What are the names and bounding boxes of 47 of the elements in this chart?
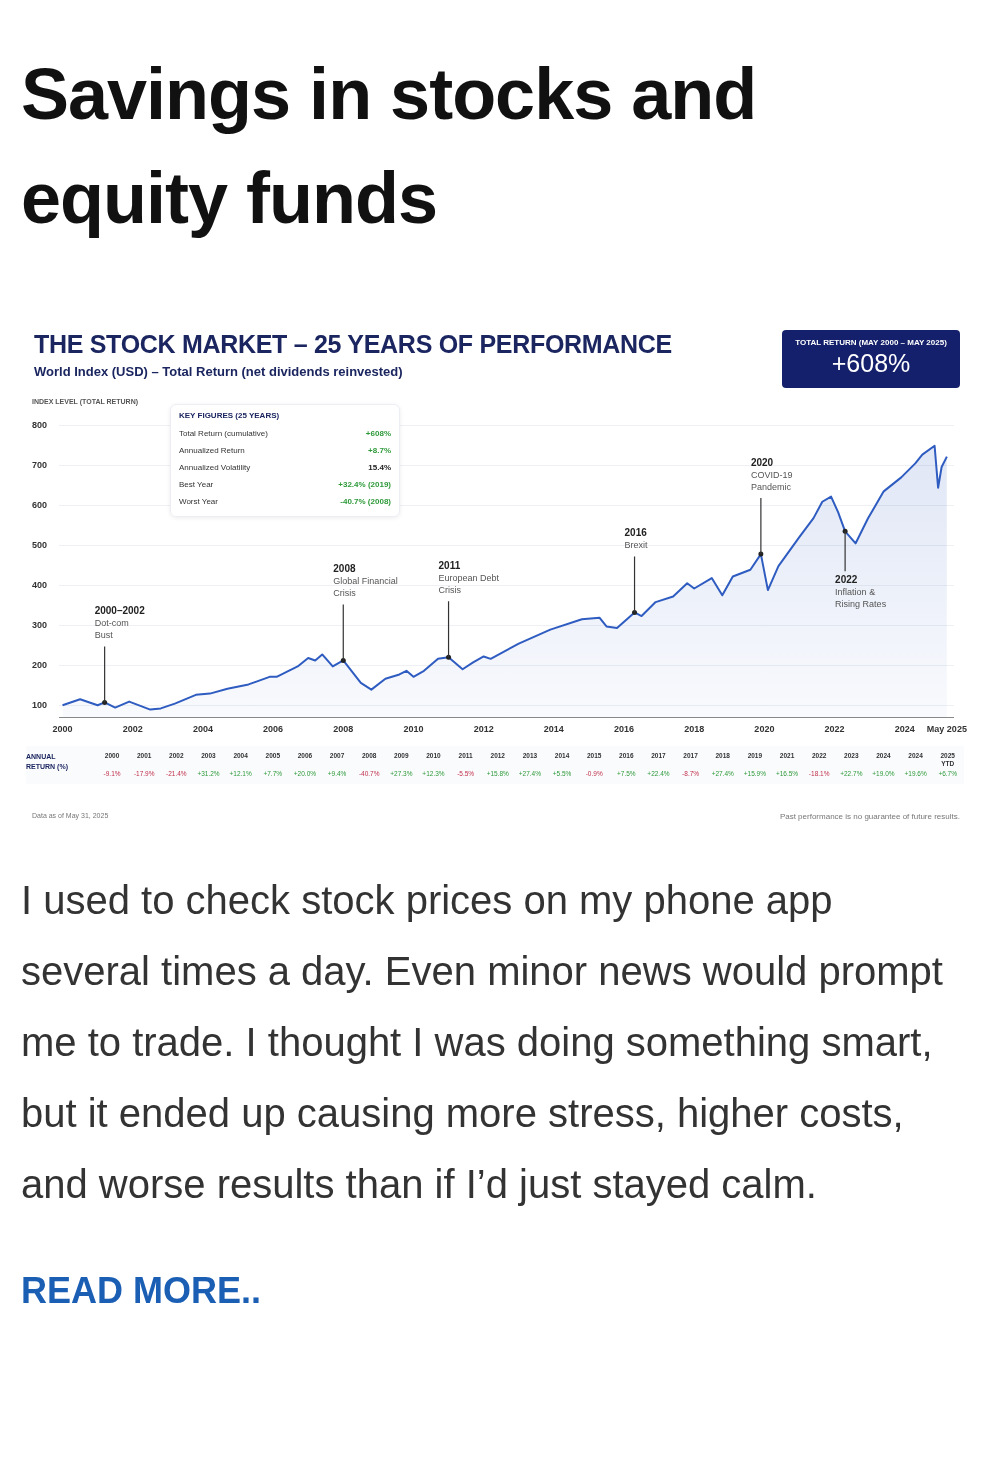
y-tick-label: 100 bbox=[31, 699, 48, 710]
x-tick-label: 2020 bbox=[754, 724, 775, 735]
annotation: Annualized Return bbox=[179, 445, 245, 457]
annotation: 2008 Global Financial Crisis bbox=[333, 563, 398, 599]
annotation: 2011 European Debt Crisis bbox=[438, 560, 500, 596]
chart-title: THE STOCK MARKET – 25 YEARS OF PERFORMANCE bbox=[34, 330, 672, 359]
annotation: +32.4% (2019) bbox=[338, 479, 391, 491]
x-tick-label: 2022 bbox=[824, 724, 845, 735]
annotation: -40.7% (2008) bbox=[340, 496, 391, 508]
text: TOTAL RETURN (MAY 2000 – MAY 2025) bbox=[794, 338, 948, 347]
x-tick-label: 2012 bbox=[473, 724, 494, 735]
annotation: +608% bbox=[365, 428, 391, 440]
annotation: 15.4% bbox=[368, 462, 391, 474]
chart-subtitle: World Index (USD) – Total Return (net dividends reinvested) bbox=[34, 364, 403, 379]
annotation: 2016 Brexit bbox=[624, 527, 649, 551]
text: Savings in stocks and equity funds bbox=[20, 53, 758, 240]
annotation: Annualized Volatility bbox=[179, 462, 251, 474]
y-tick-label: 700 bbox=[31, 459, 48, 470]
annotation: Worst Year bbox=[179, 496, 218, 508]
x-tick-label: 2024 bbox=[894, 724, 915, 735]
x-tick-label: 2014 bbox=[543, 724, 564, 735]
text: READ MORE.. bbox=[21, 1270, 262, 1312]
annotation: Total Return (cumulative) bbox=[179, 428, 268, 440]
y-tick-label: 300 bbox=[31, 619, 48, 630]
text: +608% bbox=[830, 349, 912, 378]
annotation: Best Year bbox=[179, 479, 214, 491]
text: Past performance is no guarantee of future results. bbox=[779, 812, 960, 821]
annotation: 2022 Inflation & Rising Rates bbox=[835, 574, 887, 610]
y-tick-label: 800 bbox=[31, 419, 48, 430]
text: I used to check stock prices on my phone app several times a day. Even minor news would prompt me to trade. I thought I was doing something smart, but it ended up causing more stress, higher costs, and worse results than if I’d just stayed calm. bbox=[21, 877, 944, 1208]
x-tick-label: 2000 bbox=[52, 724, 73, 735]
y-tick-label: 600 bbox=[31, 499, 48, 510]
x-tick-label: 2018 bbox=[684, 724, 705, 735]
annotation: +8.7% bbox=[368, 445, 391, 457]
y-tick-label: 200 bbox=[31, 659, 48, 670]
text: KEY FIGURES (25 YEARS) bbox=[179, 411, 281, 420]
x-tick-label: 2010 bbox=[403, 724, 424, 735]
annotation: 2020 COVID-19 Pandemic bbox=[750, 457, 793, 493]
x-tick-label: 2006 bbox=[263, 724, 284, 735]
x-tick-label: 2008 bbox=[333, 724, 354, 735]
x-tick-label: 2002 bbox=[122, 724, 143, 735]
x-tick-label: 2016 bbox=[614, 724, 635, 735]
annotation: 2000–2002 Dot-com Bust bbox=[94, 605, 146, 641]
y-tick-label: 400 bbox=[31, 579, 48, 590]
x-tick-label: May 2025 bbox=[926, 724, 967, 735]
y-tick-label: 500 bbox=[31, 539, 48, 550]
x-tick-label: 2004 bbox=[192, 724, 213, 735]
